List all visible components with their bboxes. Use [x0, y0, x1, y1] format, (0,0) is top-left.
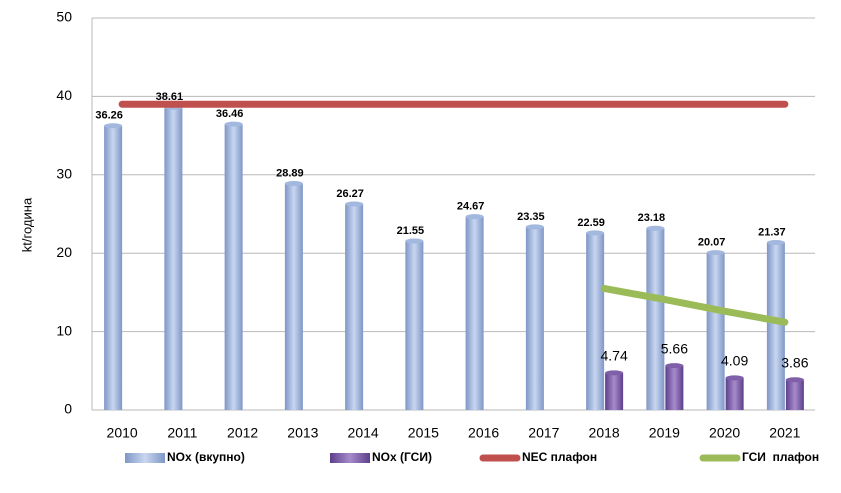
x-tick-label: 2012 — [227, 425, 258, 441]
bar-top — [646, 225, 665, 231]
x-tick-label: 2010 — [107, 425, 138, 441]
x-tick-label: 2020 — [709, 425, 740, 441]
bar — [104, 125, 123, 410]
bar — [586, 232, 605, 410]
x-tick-label: 2013 — [287, 425, 318, 441]
y-tick-label: 50 — [56, 9, 72, 25]
data-label: 21.55 — [397, 225, 425, 237]
data-label: 4.74 — [601, 348, 628, 364]
bar — [224, 124, 243, 411]
bar-top — [766, 239, 785, 245]
bar — [646, 228, 665, 410]
data-label: 22.59 — [577, 217, 605, 229]
x-tick-label: 2019 — [649, 425, 680, 441]
data-label: 38.61 — [156, 91, 184, 103]
y-tick-label: 40 — [56, 87, 72, 103]
bar-top — [525, 224, 544, 230]
x-tick-label: 2014 — [348, 425, 379, 441]
y-tick-label: 20 — [56, 244, 72, 260]
x-tick-label: 2015 — [408, 425, 439, 441]
bar-top — [465, 214, 484, 220]
x-tick-label: 2011 — [167, 425, 197, 441]
bar-top — [706, 250, 725, 256]
y-tick-label: 0 — [64, 401, 72, 417]
legend-swatch — [330, 453, 370, 463]
x-tick-label: 2018 — [589, 425, 620, 441]
bar-top — [665, 363, 684, 369]
bar-top — [605, 370, 624, 376]
bar — [405, 241, 424, 410]
legend-label: NEC плафон — [522, 450, 597, 464]
bar — [706, 252, 725, 410]
y-tick-label: 30 — [56, 166, 72, 182]
bar-top — [586, 230, 605, 236]
bar — [725, 377, 744, 410]
data-label: 5.66 — [661, 340, 688, 356]
line — [600, 284, 789, 326]
bar — [665, 365, 684, 410]
bar-top — [104, 123, 123, 129]
bar-top — [224, 121, 243, 127]
bar-top — [284, 181, 303, 187]
bar-top — [785, 377, 804, 383]
legend-swatch — [125, 453, 165, 463]
bar-top — [345, 201, 364, 207]
data-label: 4.09 — [721, 353, 748, 369]
x-tick-label: 2016 — [468, 425, 499, 441]
data-label: 26.27 — [336, 188, 364, 200]
bar-top — [405, 238, 424, 244]
bar — [766, 242, 785, 410]
bar — [525, 226, 544, 410]
bar — [605, 372, 624, 410]
legend-label: NOx (вкупно) — [167, 450, 245, 464]
x-tick-label: 2021 — [769, 425, 800, 441]
data-label: 23.35 — [517, 211, 545, 223]
y-axis-label: kt/година — [19, 197, 34, 252]
y-tick-label: 10 — [56, 322, 72, 338]
data-label: 21.37 — [758, 226, 786, 238]
bar — [345, 204, 364, 410]
data-label: 3.86 — [781, 354, 808, 370]
data-label: 36.46 — [216, 108, 244, 120]
data-label: 28.89 — [276, 167, 304, 179]
data-label: 20.07 — [698, 237, 726, 249]
data-label: 36.26 — [95, 110, 123, 122]
data-label: 24.67 — [457, 200, 485, 212]
legend-label: NOx (ГСИ) — [372, 450, 432, 464]
data-label: 23.18 — [638, 212, 666, 224]
bar — [465, 216, 484, 410]
x-tick-label: 2017 — [528, 425, 559, 441]
legend-label: ГСИ плафон — [742, 450, 819, 464]
bar — [164, 107, 183, 410]
bar — [284, 183, 303, 410]
bar-top — [725, 375, 744, 381]
bar — [785, 379, 804, 410]
